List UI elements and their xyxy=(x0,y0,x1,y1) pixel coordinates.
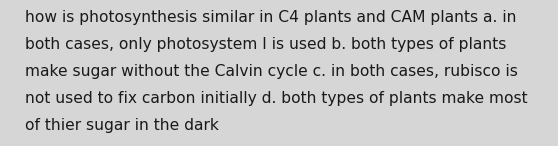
Text: make sugar without the Calvin cycle c. in both cases, rubisco is: make sugar without the Calvin cycle c. i… xyxy=(25,64,518,79)
Text: both cases, only photosystem I is used b. both types of plants: both cases, only photosystem I is used b… xyxy=(25,37,507,52)
Text: of thier sugar in the dark: of thier sugar in the dark xyxy=(25,118,219,133)
Text: not used to fix carbon initially d. both types of plants make most: not used to fix carbon initially d. both… xyxy=(25,91,528,106)
Text: how is photosynthesis similar in C4 plants and CAM plants a. in: how is photosynthesis similar in C4 plan… xyxy=(25,10,517,25)
